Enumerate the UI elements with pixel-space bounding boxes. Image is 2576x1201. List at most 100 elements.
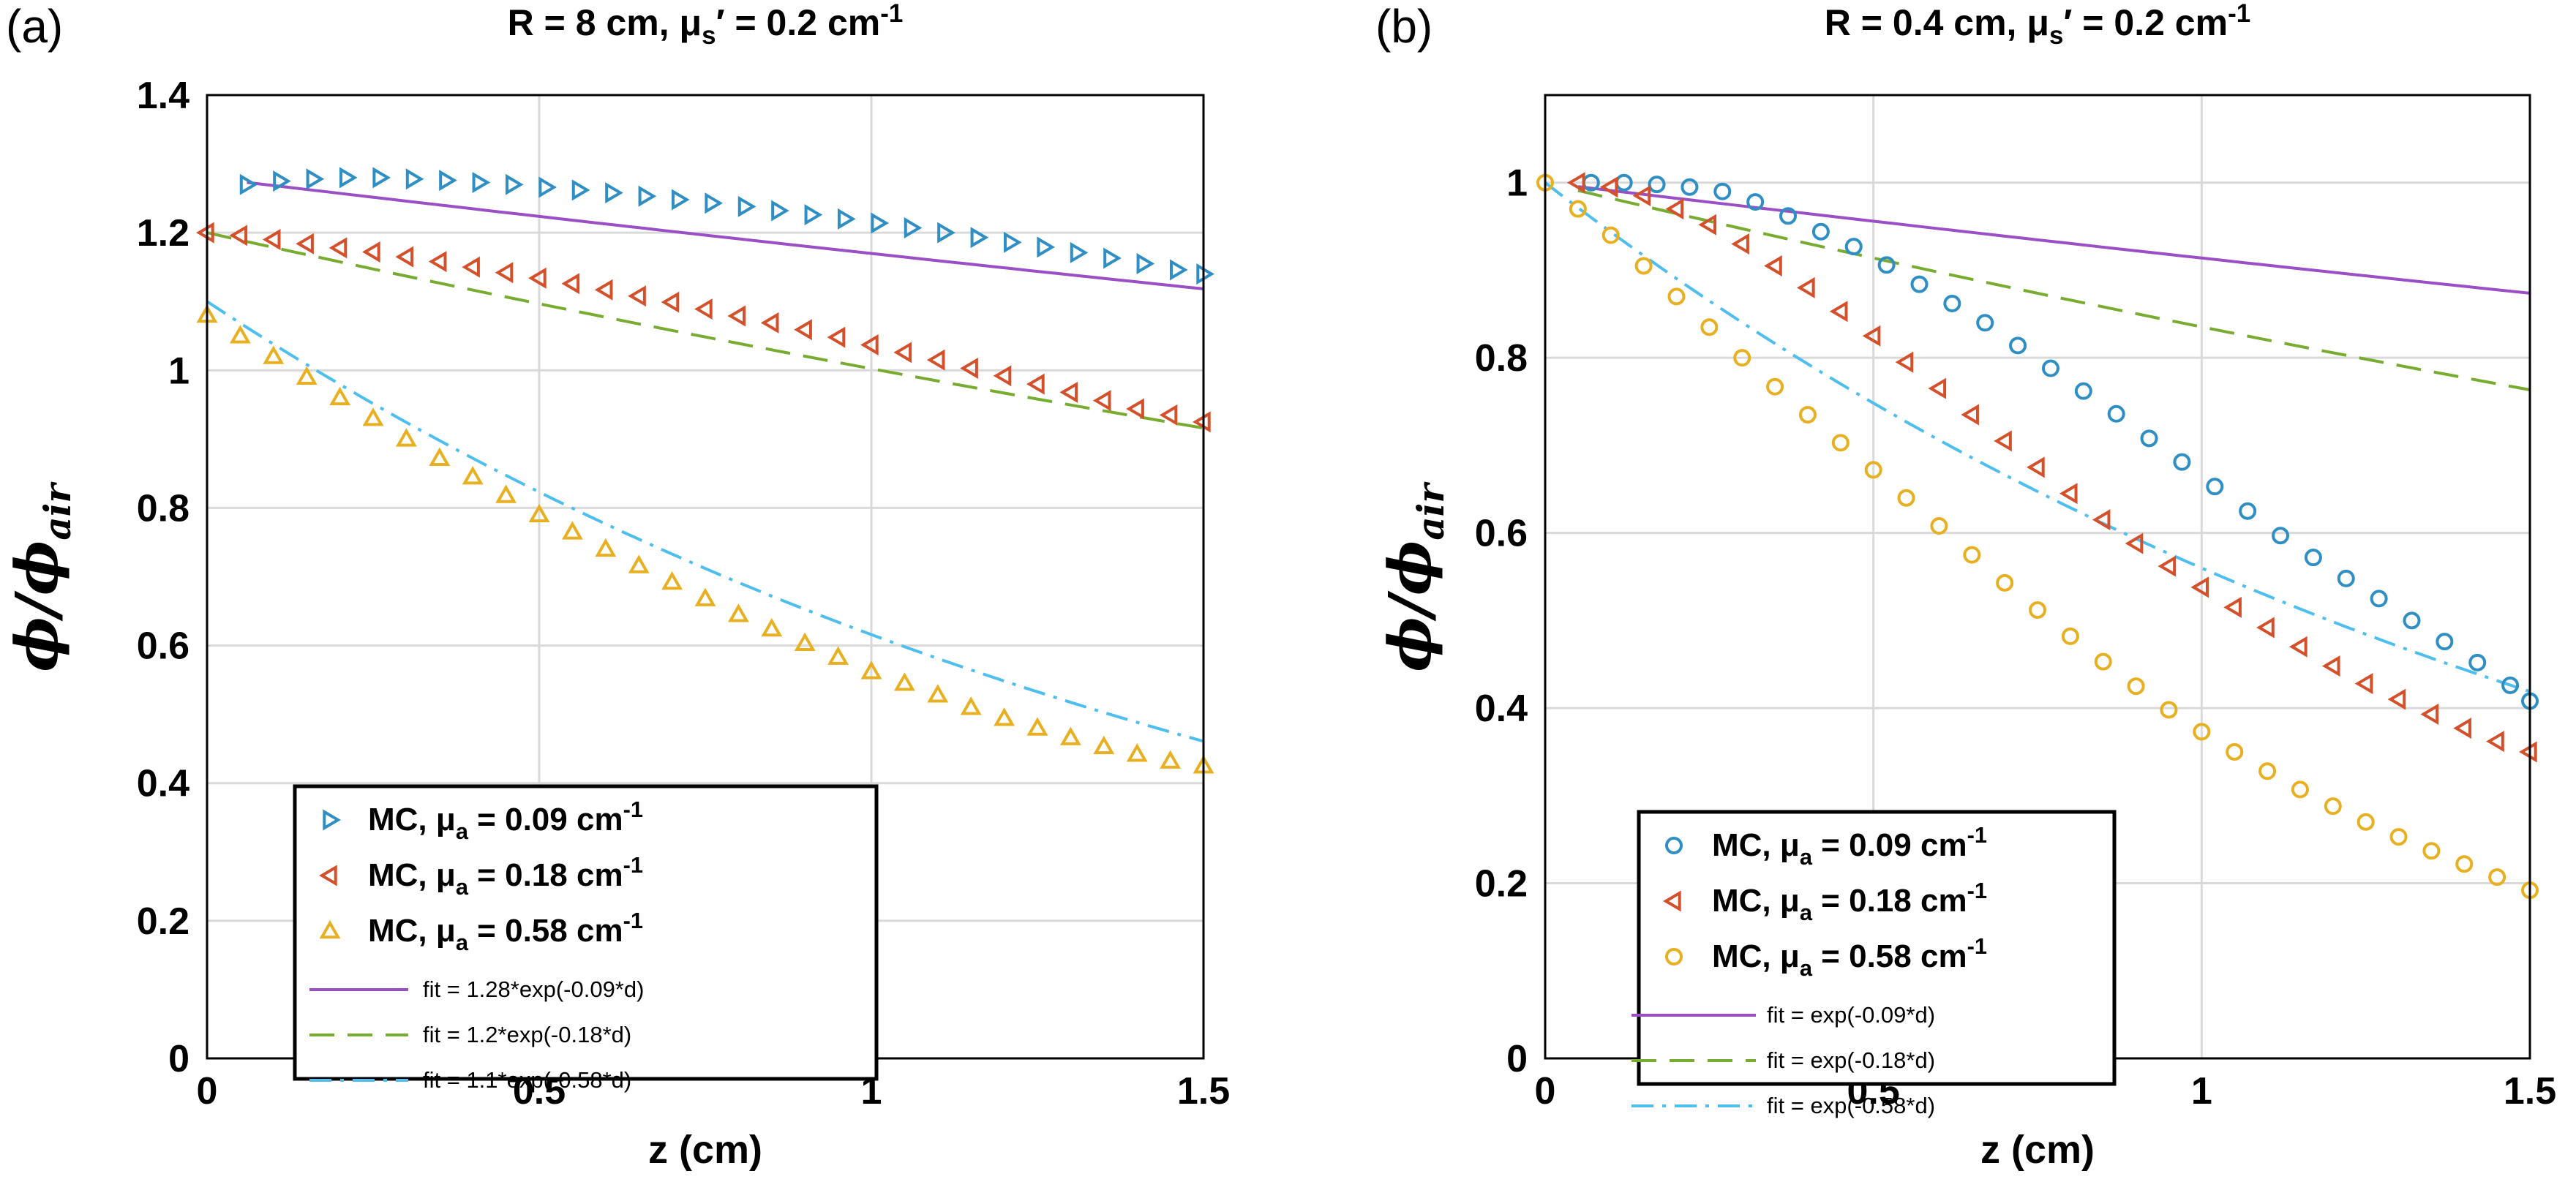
data-point [462, 466, 484, 485]
data-point [860, 334, 879, 355]
data-point [1632, 185, 1651, 207]
legend-marker [319, 865, 337, 886]
legend: MC, μa = 0.09 cm-1 MC, μa = 0.18 cm-1 MC, … [293, 784, 879, 1093]
data-point [1681, 178, 1699, 196]
legend-entry: fit = 1.1*exp(-0.58*d) [309, 1067, 631, 1093]
data-point [296, 366, 318, 385]
data-point [328, 237, 348, 259]
data-point [1764, 255, 1782, 276]
data-point [2173, 453, 2191, 471]
data-point [1928, 377, 1947, 399]
data-point [994, 707, 1015, 726]
data-point [2453, 718, 2471, 739]
y-tick-label: 1.2 [137, 212, 189, 255]
data-point [2256, 617, 2275, 639]
legend-marker [1663, 890, 1681, 912]
data-point [1996, 573, 2014, 592]
data-point [196, 222, 214, 244]
data-point [694, 298, 713, 320]
mc-series-3 [1536, 173, 2539, 900]
data-point [1026, 373, 1045, 395]
data-point [970, 227, 989, 249]
data-point [1665, 198, 1684, 220]
legend-entry: MC, μa = 0.58 cm-1 [319, 908, 643, 955]
data-point [993, 365, 1012, 387]
data-point [2486, 731, 2504, 753]
data-point [528, 267, 547, 289]
y-tick-label: 0.8 [1475, 337, 1528, 380]
y-tick-label: 0.2 [137, 900, 189, 943]
data-point [262, 229, 281, 251]
legend-entry: fit = exp(-0.09*d) [1631, 1002, 1935, 1028]
data-point [528, 503, 550, 523]
y-tick-label: 0 [168, 1038, 189, 1080]
data-point [395, 246, 414, 268]
legend-entry: fit = exp(-0.58*d) [1631, 1093, 1935, 1118]
data-point [1093, 735, 1115, 755]
data-point [505, 173, 524, 195]
data-point [2226, 742, 2244, 761]
data-point [1994, 430, 2012, 452]
data-point [1798, 406, 1817, 424]
data-point [827, 646, 849, 665]
y-tick-label: 0.6 [1475, 513, 1528, 555]
panel-label: (a) [6, 0, 63, 53]
data-point [2488, 868, 2506, 886]
legend-label: fit = 1.2*exp(-0.18*d) [423, 1022, 631, 1047]
data-point [239, 173, 258, 195]
data-point [2206, 478, 2224, 496]
fit-line-3 [206, 300, 1204, 743]
data-point [405, 168, 424, 190]
fit-line-2 [1577, 189, 2531, 391]
data-point [671, 189, 690, 211]
data-point [2061, 627, 2079, 645]
data-point [2357, 813, 2375, 831]
data-point [1196, 263, 1214, 285]
data-point [306, 168, 325, 190]
legend-label: MC, μa = 0.09 cm-1 [368, 797, 643, 844]
data-point [362, 407, 384, 426]
data-point [1037, 236, 1056, 258]
data-point [2291, 780, 2309, 799]
data-point [296, 233, 314, 255]
fit-line-1 [247, 181, 1204, 290]
legend-label: fit = exp(-0.09*d) [1767, 1002, 1935, 1028]
data-point [2239, 502, 2257, 520]
legend-label: MC, μa = 0.18 cm-1 [1712, 878, 1987, 925]
legend-entry: fit = 1.28*exp(-0.09*d) [309, 976, 644, 1002]
x-axis-label: z (cm) [648, 1128, 762, 1172]
data-point [737, 195, 756, 217]
data-point [229, 325, 251, 344]
x-tick-label: 1.5 [1177, 1070, 1230, 1112]
data-point [960, 357, 978, 379]
data-point [1963, 546, 1981, 564]
data-point [837, 208, 856, 230]
mc-series-2 [1566, 172, 2537, 763]
data-point [937, 222, 955, 244]
series-group [1536, 172, 2539, 900]
y-tick-label: 0.2 [1475, 863, 1528, 906]
data-point [1126, 398, 1144, 420]
data-point [2389, 828, 2408, 846]
data-point [1003, 231, 1022, 253]
data-point [2501, 676, 2520, 694]
data-point [1779, 207, 1798, 225]
y-axis-label: ϕ/ϕair [2, 481, 79, 672]
data-point [705, 192, 724, 214]
gridlines [206, 94, 1205, 1060]
legend-entry: MC, μa = 0.18 cm-1 [1663, 878, 1987, 925]
data-point [1070, 241, 1089, 263]
data-point [2158, 555, 2177, 577]
data-point [1731, 233, 1749, 255]
y-tick-label: 1.4 [137, 75, 189, 117]
data-point [2193, 723, 2211, 741]
data-point [2354, 673, 2373, 695]
data-point [273, 170, 291, 192]
data-point [2223, 596, 2242, 618]
data-point [1976, 314, 1994, 332]
data-point [1831, 434, 1850, 452]
data-point [1169, 259, 1188, 281]
data-point [595, 538, 617, 557]
data-point [2190, 576, 2209, 598]
mc-series-1 [239, 167, 1214, 285]
